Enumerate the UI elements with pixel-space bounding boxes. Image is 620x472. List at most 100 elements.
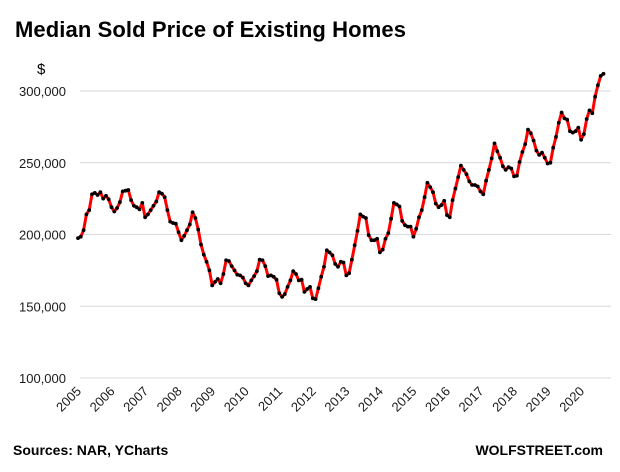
- data-point: [495, 149, 500, 154]
- data-point: [151, 203, 156, 208]
- data-point: [576, 125, 581, 130]
- data-point: [417, 215, 421, 220]
- data-point: [347, 271, 351, 276]
- data-point: [87, 208, 92, 213]
- data-point: [562, 116, 567, 121]
- data-point: [372, 238, 377, 243]
- data-point: [419, 208, 424, 213]
- data-point: [313, 297, 318, 301]
- x-tick-label: 2014: [355, 384, 386, 415]
- data-point: [109, 205, 114, 210]
- data-point: [160, 191, 164, 196]
- data-point: [579, 137, 583, 142]
- data-point: [515, 173, 519, 178]
- data-point: [375, 236, 379, 241]
- data-point: [176, 230, 181, 235]
- x-tick-label: 2010: [221, 384, 252, 415]
- data-point: [425, 180, 430, 185]
- data-point: [210, 283, 215, 288]
- data-point: [414, 226, 419, 231]
- data-point: [392, 201, 396, 205]
- data-point: [378, 250, 382, 255]
- data-point: [143, 215, 148, 220]
- data-point: [598, 74, 603, 78]
- x-tick-label: 2011: [255, 384, 285, 414]
- data-point: [428, 185, 433, 190]
- data-point: [115, 206, 119, 210]
- data-point: [503, 168, 508, 172]
- data-point: [285, 285, 290, 289]
- data-point: [277, 291, 282, 296]
- data-point: [112, 209, 117, 214]
- data-point: [540, 150, 544, 155]
- data-point: [204, 259, 209, 264]
- data-point: [282, 292, 287, 296]
- data-point: [243, 281, 248, 286]
- data-point: [333, 262, 338, 266]
- data-point: [587, 108, 592, 113]
- data-point: [294, 272, 298, 276]
- data-point: [433, 201, 438, 206]
- data-point: [400, 219, 405, 223]
- x-tick-label: 2005: [53, 384, 84, 415]
- data-point: [305, 287, 310, 291]
- series-line: [76, 72, 605, 301]
- data-point: [478, 189, 483, 194]
- source-note: Sources: NAR, YCharts: [13, 442, 169, 458]
- data-point: [358, 212, 363, 217]
- data-point: [322, 264, 326, 269]
- data-point: [484, 178, 488, 183]
- y-tick-label: 300,000: [19, 84, 66, 99]
- data-point: [461, 168, 466, 172]
- data-point: [355, 229, 360, 233]
- data-point: [252, 274, 256, 278]
- data-point: [269, 273, 273, 278]
- data-point: [383, 236, 388, 241]
- data-point: [201, 252, 206, 257]
- data-point: [324, 248, 329, 253]
- data-point: [584, 117, 589, 121]
- data-point: [134, 205, 139, 210]
- data-point: [190, 210, 195, 215]
- data-point: [498, 155, 502, 160]
- data-point: [405, 224, 410, 229]
- data-point: [573, 129, 578, 134]
- data-point: [593, 94, 597, 99]
- data-point: [81, 228, 86, 233]
- data-point: [229, 264, 234, 268]
- data-point: [369, 238, 374, 243]
- y-tick-label: 250,000: [19, 156, 66, 171]
- data-point: [442, 198, 447, 203]
- data-point: [182, 234, 187, 238]
- data-point: [126, 188, 131, 192]
- watermark: WOLFSTREET.com: [475, 442, 603, 458]
- y-tick-label: 150,000: [19, 299, 66, 314]
- data-point: [129, 198, 134, 203]
- data-point: [501, 164, 505, 169]
- data-point: [534, 148, 539, 153]
- data-point: [565, 117, 570, 122]
- data-point: [316, 286, 321, 291]
- data-point: [101, 196, 106, 201]
- series-markers: [76, 71, 606, 301]
- data-point: [403, 223, 407, 228]
- data-point: [436, 205, 441, 210]
- data-point: [386, 231, 391, 236]
- data-point: [389, 216, 393, 221]
- x-tick-label: 2017: [456, 384, 487, 415]
- data-point: [570, 130, 575, 135]
- data-point: [489, 156, 494, 161]
- data-point: [154, 199, 159, 204]
- data-point: [95, 193, 100, 197]
- data-point: [380, 247, 385, 252]
- data-point: [215, 277, 220, 281]
- data-point: [450, 198, 455, 203]
- data-point: [92, 191, 97, 195]
- data-point: [520, 150, 525, 154]
- data-point: [137, 207, 142, 212]
- data-point: [487, 168, 491, 172]
- data-point: [350, 257, 354, 262]
- chart-title: Median Sold Price of Existing Homes: [15, 17, 407, 42]
- data-point: [238, 273, 243, 278]
- data-point: [408, 224, 413, 229]
